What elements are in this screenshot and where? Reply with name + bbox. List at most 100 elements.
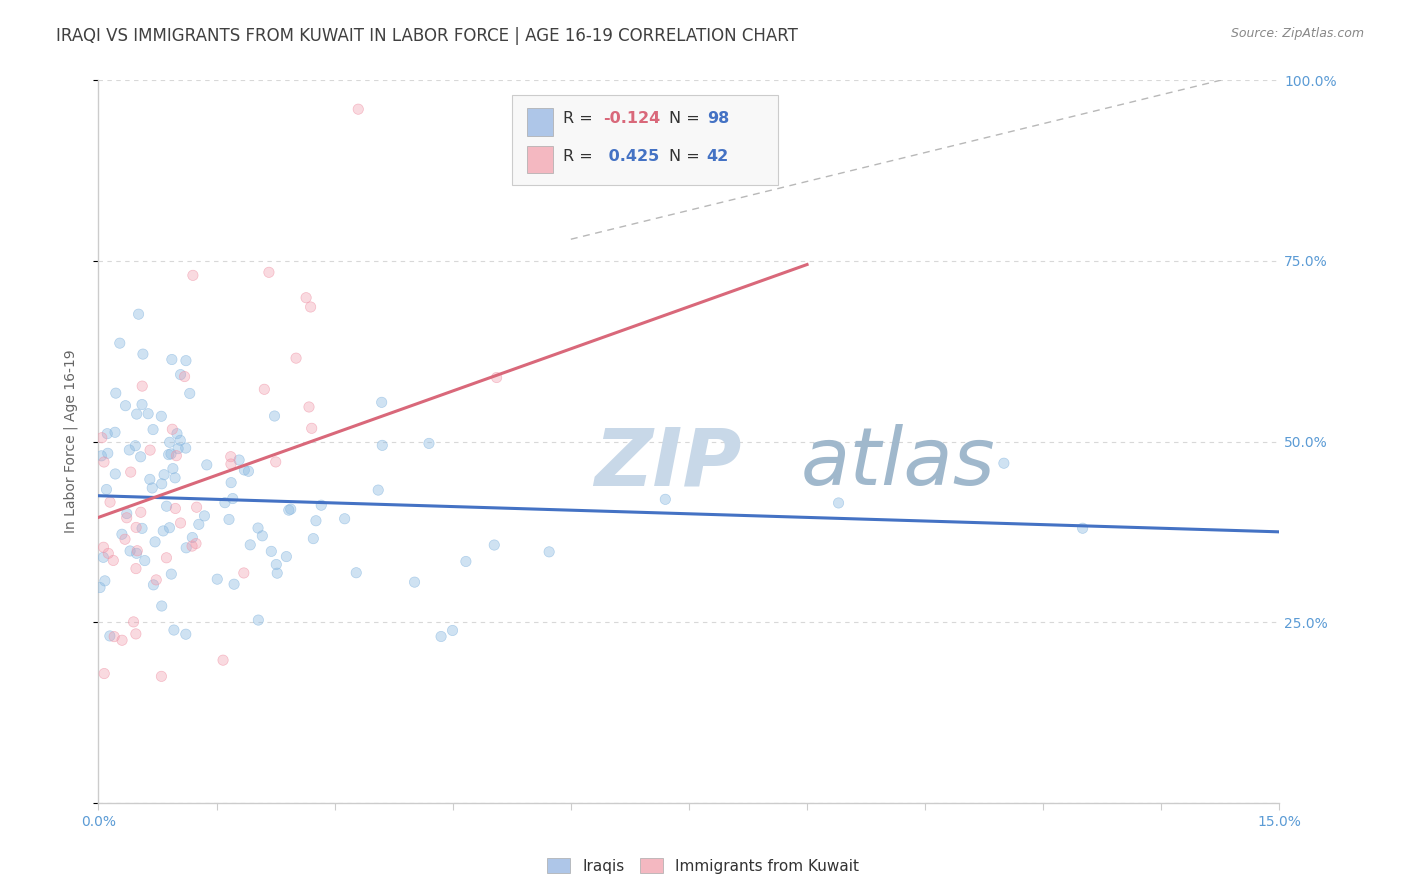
Point (169, 516, 191, 530)
Point (93, 666, 115, 681)
Point (157, 448, 180, 462)
Text: atlas: atlas (801, 425, 995, 502)
Point (124, 439, 146, 453)
Point (305, 514, 328, 528)
Point (90, 449, 112, 463)
Point (103, 553, 125, 567)
Point (155, 499, 177, 513)
Point (96, 426, 118, 441)
Point (252, 529, 274, 543)
Point (150, 669, 173, 683)
Point (277, 503, 299, 517)
Point (125, 561, 148, 575)
Point (111, 527, 134, 541)
Point (247, 521, 270, 535)
Point (98, 629, 121, 643)
Point (118, 442, 141, 457)
Point (150, 409, 173, 424)
Point (247, 521, 270, 535)
Point (90, 449, 112, 463)
Point (122, 615, 145, 629)
Point (299, 300, 322, 314)
Point (827, 496, 849, 510)
Point (418, 436, 440, 450)
Point (228, 453, 250, 467)
Point (141, 481, 163, 495)
Point (186, 500, 208, 515)
Point (129, 505, 152, 519)
Point (165, 449, 187, 463)
Point (174, 627, 197, 641)
Point (162, 422, 184, 436)
Point (166, 426, 188, 441)
Point (309, 498, 332, 512)
Point (108, 336, 131, 351)
Point (266, 558, 288, 572)
Point (152, 524, 174, 538)
Point (484, 538, 506, 552)
Point (404, 575, 426, 590)
Point (159, 435, 181, 450)
Point (129, 505, 152, 519)
Point (142, 423, 165, 437)
Point (131, 521, 153, 535)
FancyBboxPatch shape (527, 146, 553, 173)
Point (93, 541, 115, 555)
Point (253, 382, 276, 396)
Point (257, 265, 280, 279)
Point (115, 507, 138, 521)
Point (150, 599, 173, 613)
Point (219, 475, 242, 490)
Point (181, 539, 204, 553)
Point (195, 458, 218, 472)
Point (159, 435, 181, 450)
Point (174, 441, 197, 455)
Point (404, 575, 426, 590)
Point (115, 510, 138, 524)
Point (218, 512, 240, 526)
Point (131, 379, 153, 393)
Point (173, 369, 195, 384)
Point (132, 347, 155, 361)
Point (93, 455, 115, 469)
Point (181, 539, 204, 553)
Point (538, 545, 561, 559)
Point (295, 291, 318, 305)
Point (159, 521, 181, 535)
Point (264, 455, 287, 469)
Point (222, 577, 245, 591)
Point (347, 102, 370, 116)
Point (98, 495, 121, 509)
Point (233, 463, 256, 477)
Point (104, 425, 127, 440)
Point (162, 461, 184, 475)
Point (163, 623, 186, 637)
Point (98, 629, 121, 643)
Point (93, 455, 115, 469)
Point (155, 550, 177, 565)
Point (179, 386, 201, 401)
Point (174, 627, 197, 641)
Point (186, 500, 208, 515)
Point (160, 567, 183, 582)
Point (993, 456, 1015, 470)
Point (104, 386, 127, 401)
Point (91, 550, 114, 565)
Point (125, 546, 148, 560)
Text: 0.425: 0.425 (603, 149, 659, 163)
Point (370, 395, 392, 409)
Point (159, 521, 181, 535)
Point (247, 613, 270, 627)
Point (150, 476, 173, 491)
Point (143, 534, 166, 549)
Text: N =: N = (669, 112, 704, 126)
Point (184, 536, 207, 550)
Point (277, 503, 299, 517)
Point (238, 464, 260, 478)
Point (128, 307, 150, 321)
Point (120, 544, 142, 558)
Point (94, 574, 117, 588)
Point (115, 510, 138, 524)
Point (276, 549, 298, 564)
Point (993, 456, 1015, 470)
